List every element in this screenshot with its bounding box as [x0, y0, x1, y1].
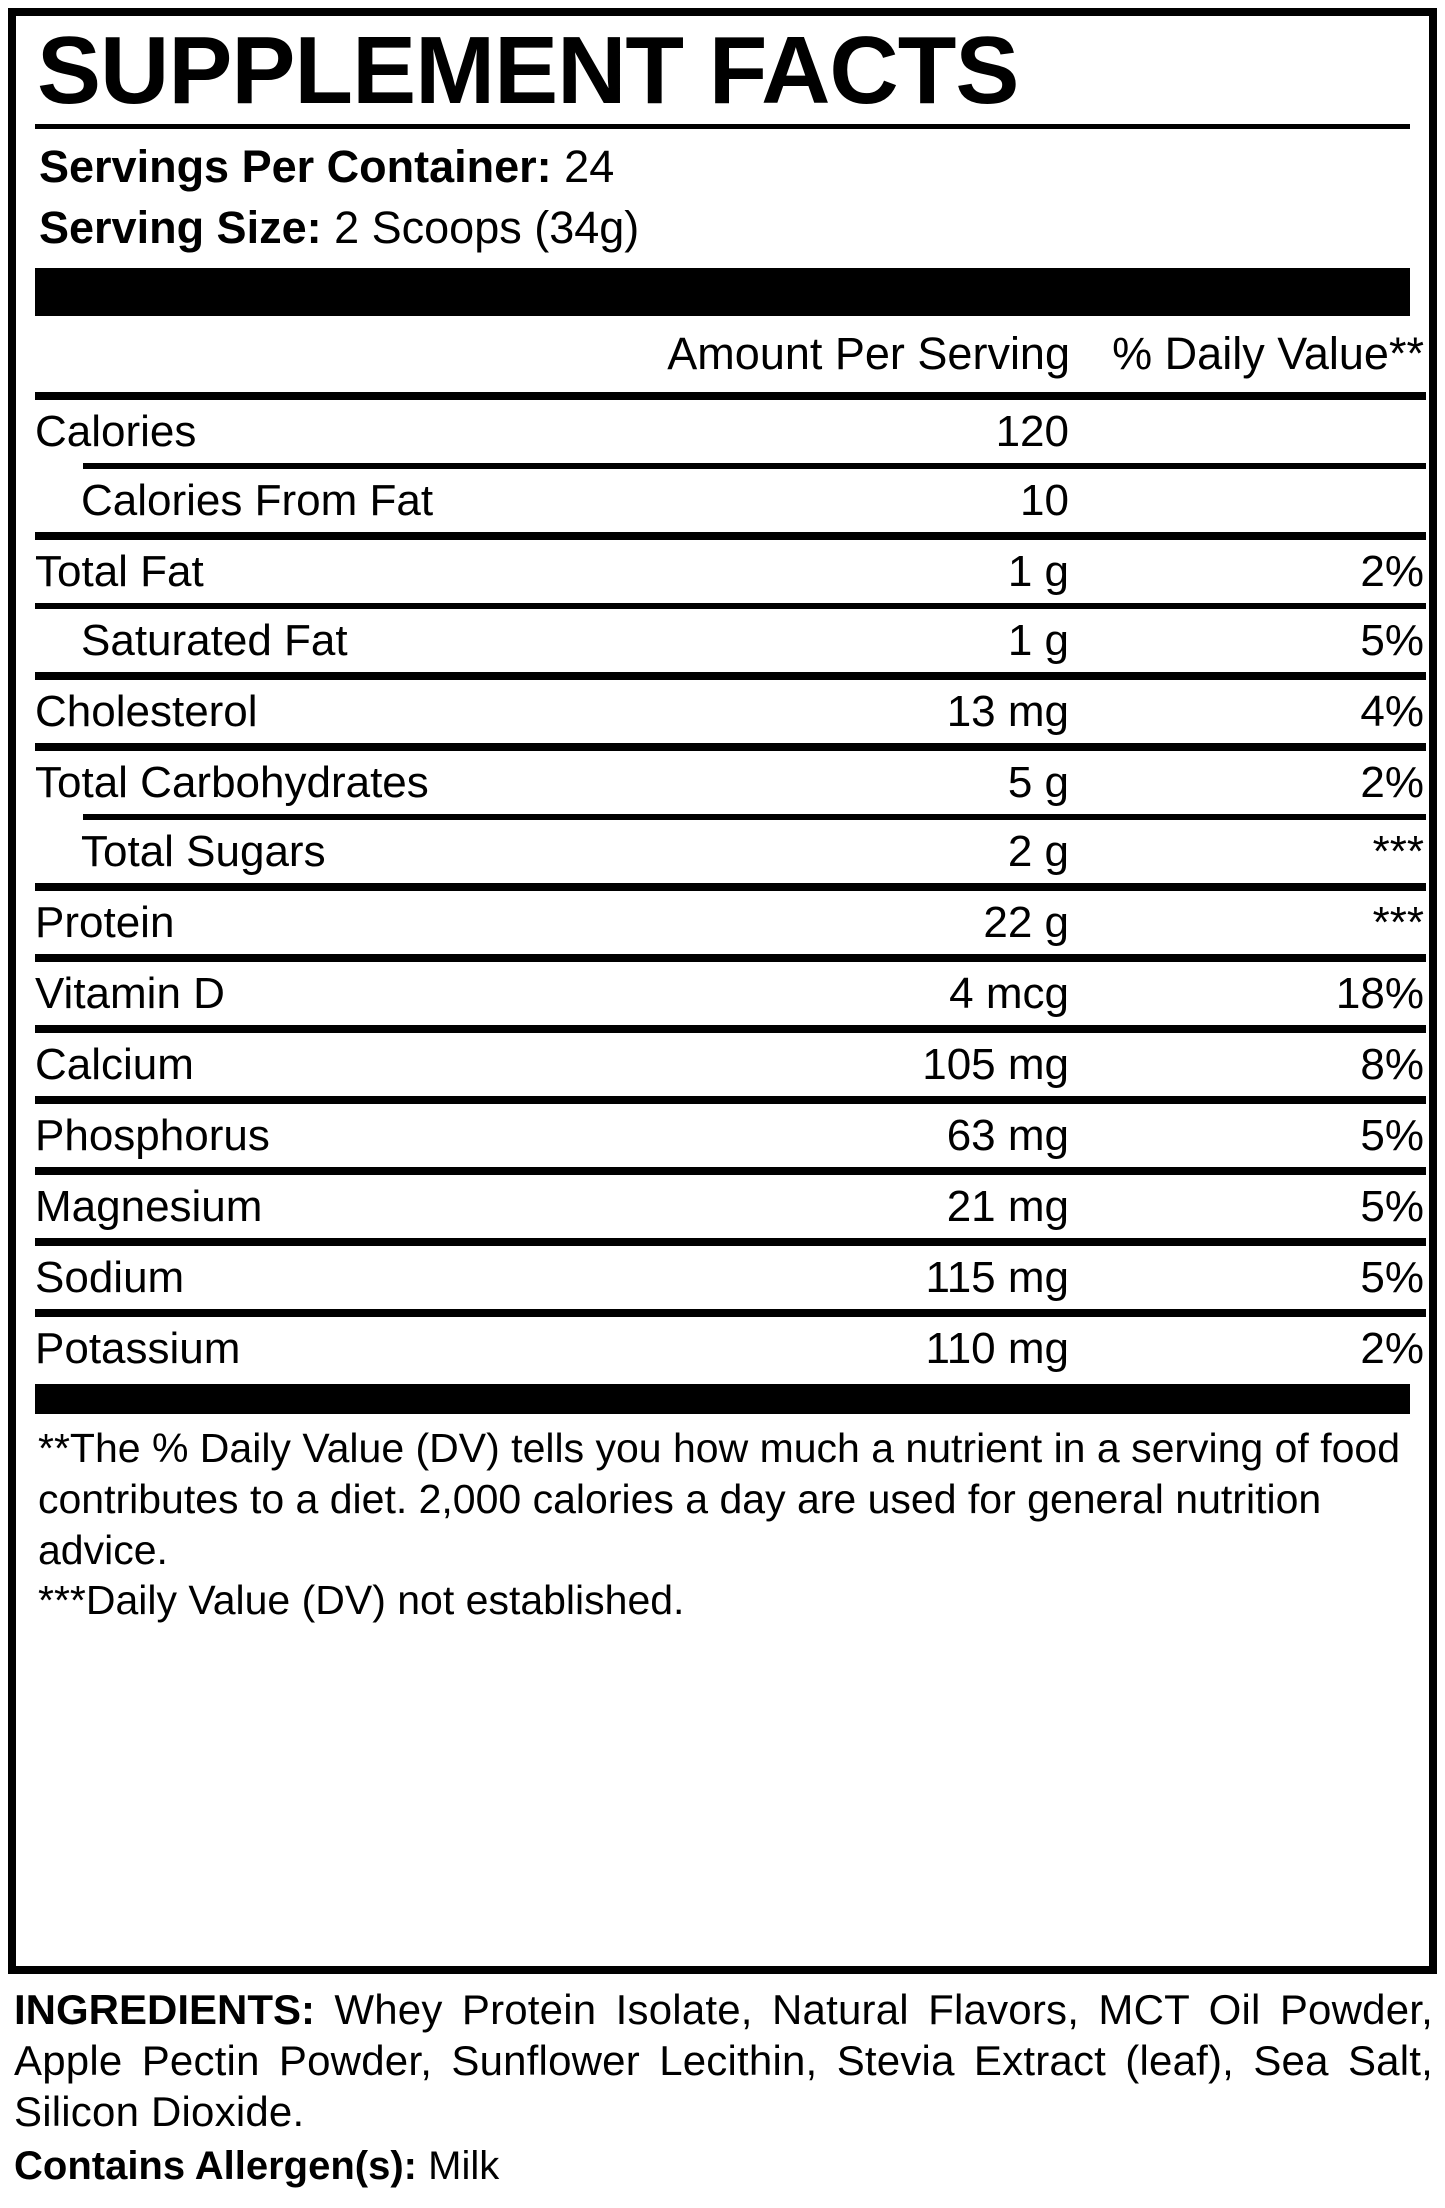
nutrient-amount: 5 g	[1007, 757, 1069, 807]
table-row: Sodium 115 mg 5%	[35, 1246, 1426, 1309]
servings-per-container-value: 24	[564, 140, 615, 192]
table-row: Total Sugars 2 g ***	[35, 820, 1426, 883]
nutrient-daily-value: ***	[1372, 826, 1424, 876]
footnote-daily-value: **The % Daily Value (DV) tells you how m…	[38, 1425, 1401, 1573]
row-divider	[35, 814, 1426, 821]
serving-size-value: 2 Scoops (34g)	[334, 202, 640, 254]
footer-black-bar	[35, 1384, 1410, 1415]
title-divider	[35, 123, 1410, 129]
page-title: SUPPLEMENT FACTS	[37, 17, 1019, 124]
nutrient-name: Total Carbohydrates	[35, 757, 429, 807]
ingredients-text: Whey Protein Isolate, Natural Flavors, M…	[14, 1986, 1433, 2136]
nutrient-name: Protein	[35, 897, 175, 947]
nutrient-amount: 63 mg	[946, 1110, 1069, 1160]
footnote-not-established: ***Daily Value (DV) not established.	[38, 1577, 685, 1624]
nutrient-amount: 21 mg	[946, 1181, 1069, 1231]
nutrient-amount: 1 g	[1007, 546, 1069, 596]
column-header-daily-value: % Daily Value**	[1112, 328, 1424, 380]
serving-info: Servings Per Container: 24 Serving Size:…	[35, 129, 1410, 266]
nutrient-daily-value: 5%	[1360, 1110, 1424, 1160]
table-row: Total Carbohydrates 5 g 2%	[35, 751, 1426, 814]
table-row: Saturated Fat 1 g 5%	[35, 609, 1426, 672]
ingredients-label: INGREDIENTS:	[14, 1986, 316, 2033]
serving-size-label: Serving Size:	[39, 202, 322, 254]
nutrient-daily-value: 2%	[1360, 546, 1424, 596]
nutrient-amount: 2 g	[1007, 826, 1069, 876]
nutrient-amount: 115 mg	[925, 1252, 1070, 1302]
row-divider	[35, 883, 1426, 892]
nutrient-daily-value	[1074, 469, 1426, 532]
nutrient-name: Phosphorus	[35, 1110, 270, 1160]
table-row: Cholesterol 13 mg 4%	[35, 680, 1426, 743]
nutrient-daily-value: ***	[1372, 897, 1424, 947]
row-divider	[35, 672, 1426, 681]
nutrient-name: Potassium	[35, 1323, 241, 1373]
nutrient-amount: 105 mg	[922, 1039, 1069, 1089]
allergen-text: Milk	[428, 2143, 500, 2188]
row-divider	[35, 603, 1426, 610]
nutrient-daily-value	[1074, 400, 1426, 463]
row-divider	[35, 463, 1426, 470]
column-header-name	[35, 316, 667, 392]
servings-per-container-line: Servings Per Container: 24	[35, 136, 1410, 197]
row-divider	[35, 1167, 1426, 1176]
nutrient-amount: 1 g	[1007, 615, 1069, 665]
table-row: Calories 120	[35, 400, 1426, 463]
table-row: Total Fat 1 g 2%	[35, 540, 1426, 603]
row-divider	[35, 954, 1426, 963]
nutrient-amount: 120	[995, 406, 1069, 456]
nutrient-daily-value: 5%	[1360, 1252, 1424, 1302]
table-row: Protein 22 g ***	[35, 891, 1426, 954]
nutrient-amount: 4 mcg	[949, 968, 1069, 1018]
nutrient-name: Magnesium	[35, 1181, 263, 1231]
row-divider	[35, 532, 1426, 541]
ingredients-paragraph: INGREDIENTS: Whey Protein Isolate, Natur…	[14, 1984, 1433, 2138]
row-divider	[35, 392, 1426, 401]
table-row: Calcium 105 mg 8%	[35, 1033, 1426, 1096]
nutrient-name: Calcium	[35, 1039, 194, 1089]
nutrient-name: Vitamin D	[35, 968, 225, 1018]
row-divider	[35, 1025, 1426, 1034]
table-row: Calories From Fat 10	[35, 469, 1426, 532]
allergen-label: Contains Allergen(s):	[14, 2143, 417, 2188]
nutrient-name: Sodium	[35, 1252, 185, 1302]
nutrient-daily-value: 2%	[1360, 1323, 1424, 1373]
ingredients-block: INGREDIENTS: Whey Protein Isolate, Natur…	[8, 1984, 1437, 2190]
allergen-line: Contains Allergen(s): Milk	[14, 2138, 1433, 2190]
nutrient-daily-value: 8%	[1360, 1039, 1424, 1089]
nutrient-daily-value: 4%	[1360, 686, 1424, 736]
nutrient-name: Total Sugars	[81, 826, 326, 876]
nutrient-name: Total Fat	[35, 546, 204, 596]
footnotes: **The % Daily Value (DV) tells you how m…	[35, 1414, 1410, 1626]
nutrient-daily-value: 18%	[1335, 968, 1424, 1018]
nutrient-daily-value: 5%	[1360, 615, 1424, 665]
row-divider	[35, 1238, 1426, 1247]
serving-size-line: Serving Size: 2 Scoops (34g)	[35, 197, 1410, 258]
table-row: Vitamin D 4 mcg 18%	[35, 962, 1426, 1025]
table-row: Magnesium 21 mg 5%	[35, 1175, 1426, 1238]
nutrition-table: Amount Per Serving % Daily Value** Calor…	[35, 316, 1426, 1380]
nutrient-name: Cholesterol	[35, 686, 258, 736]
row-divider	[35, 743, 1426, 752]
nutrient-amount: 22 g	[983, 897, 1069, 947]
servings-per-container-label: Servings Per Container:	[39, 140, 552, 192]
nutrient-amount: 10	[1020, 475, 1069, 525]
nutrient-name: Calories From Fat	[81, 475, 434, 525]
table-row: Potassium 110 mg 2%	[35, 1317, 1426, 1380]
nutrient-amount: 110 mg	[925, 1323, 1070, 1373]
header-black-bar	[35, 268, 1410, 317]
nutrient-name: Calories	[35, 406, 197, 456]
table-header-row: Amount Per Serving % Daily Value**	[35, 316, 1426, 392]
column-header-amount: Amount Per Serving	[667, 328, 1070, 380]
table-row: Phosphorus 63 mg 5%	[35, 1104, 1426, 1167]
nutrient-amount: 13 mg	[946, 686, 1069, 736]
row-divider	[35, 1309, 1426, 1318]
nutrient-daily-value: 5%	[1360, 1181, 1424, 1231]
row-divider	[35, 1096, 1426, 1105]
nutrient-daily-value: 2%	[1360, 757, 1424, 807]
supplement-facts-panel: SUPPLEMENT FACTS Servings Per Container:…	[8, 8, 1437, 1974]
nutrient-name: Saturated Fat	[81, 615, 348, 665]
